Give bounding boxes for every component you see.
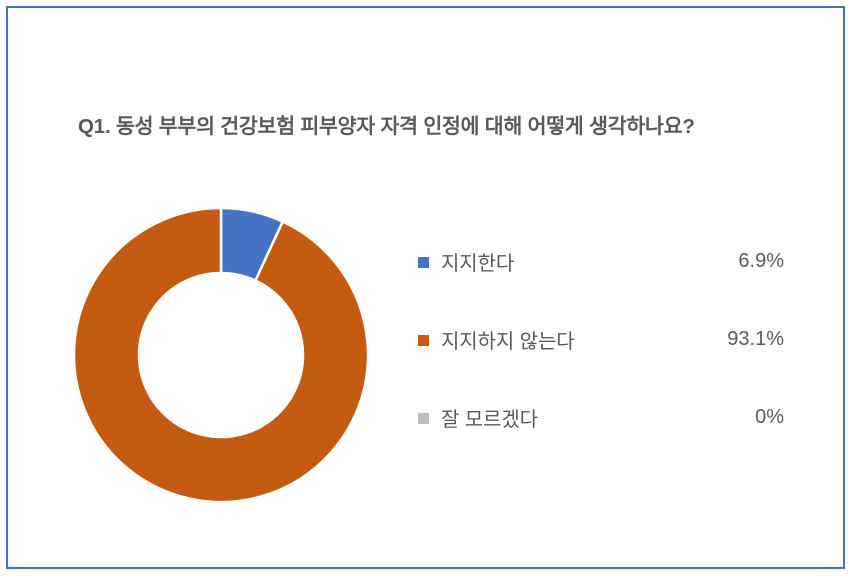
legend-item-support[interactable]: 지지한다 6.9% <box>418 246 784 276</box>
legend-label-unsure: 잘 모르겠다 <box>441 408 538 431</box>
legend-label-oppose: 지지하지 않는다 <box>441 330 575 353</box>
chart-legend: 지지한다 6.9% 지지하지 않는다 93.1% 잘 모르겠다 0% <box>418 246 784 432</box>
doughnut-slice-group <box>74 208 368 502</box>
legend-label-support: 지지한다 <box>441 252 515 275</box>
legend-swatch-oppose-square-marker-icon <box>418 334 429 346</box>
legend-value-oppose: 93.1% <box>727 328 784 350</box>
legend-swatch-unsure-square-marker-icon <box>418 412 429 424</box>
legend-swatch-support-square-marker-icon <box>418 256 429 268</box>
legend-item-oppose[interactable]: 지지하지 않는다 93.1% <box>418 324 784 354</box>
chart-title: Q1. 동성 부부의 건강보험 피부양자 자격 인정에 대해 어떻게 생각하나요… <box>78 115 695 138</box>
doughnut-slice[interactable] <box>74 208 368 502</box>
legend-item-unsure[interactable]: 잘 모르겠다 0% <box>418 402 784 432</box>
legend-value-support: 6.9% <box>738 250 784 272</box>
legend-value-unsure: 0% <box>755 406 784 428</box>
doughnut-chart[interactable] <box>74 208 368 502</box>
doughnut-chart-svg <box>74 208 368 502</box>
